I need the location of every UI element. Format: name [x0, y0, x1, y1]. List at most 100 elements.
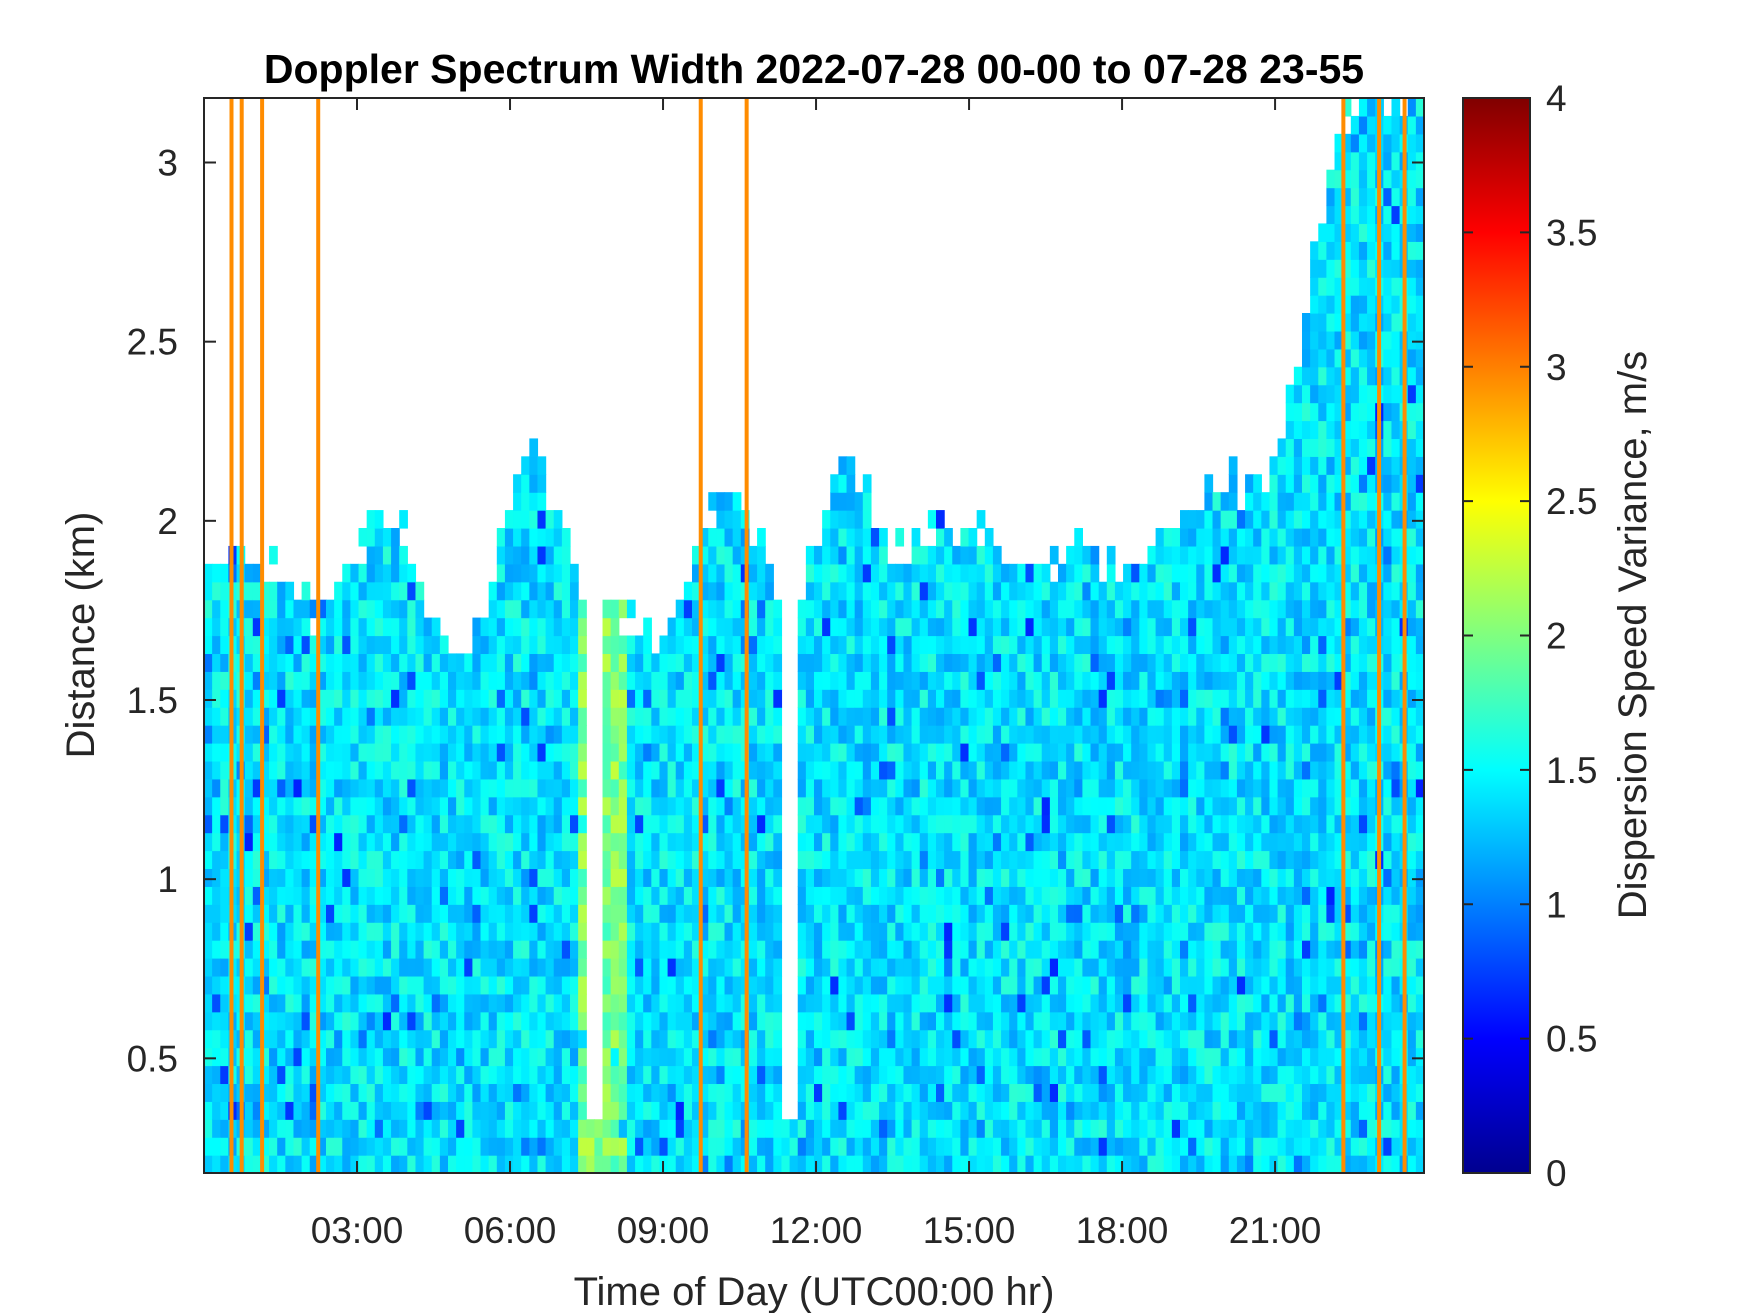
heatmap-cell	[659, 1011, 669, 1031]
heatmap-cell	[724, 563, 734, 583]
heatmap-cell	[1066, 653, 1075, 672]
heatmap-cell	[553, 510, 563, 529]
heatmap-cell	[1310, 295, 1319, 314]
heatmap-cell	[317, 1137, 327, 1156]
heatmap-cell	[285, 940, 295, 959]
heatmap-cell	[708, 743, 717, 762]
heatmap-cell	[936, 563, 945, 583]
heatmap-cell	[1066, 868, 1075, 887]
heatmap-cell	[521, 563, 530, 583]
heatmap-cell	[1236, 528, 1246, 547]
heatmap-cell	[1236, 635, 1246, 655]
heatmap-cell	[1342, 241, 1352, 260]
heatmap-cell	[822, 581, 831, 601]
heatmap-cell	[822, 545, 831, 565]
heatmap-cell	[1204, 922, 1214, 941]
heatmap-cell	[488, 832, 498, 852]
heatmap-cell	[1090, 922, 1100, 941]
heatmap-cell	[1139, 653, 1149, 672]
heatmap-cell	[960, 868, 970, 887]
heatmap-cell	[513, 725, 522, 744]
heatmap-cell	[293, 922, 303, 941]
heatmap-cell	[399, 778, 408, 798]
heatmap-cell	[887, 760, 896, 780]
heatmap-cell	[529, 832, 539, 852]
heatmap-cell	[407, 617, 417, 637]
heatmap-cell	[374, 760, 384, 780]
heatmap-cell	[1098, 635, 1108, 655]
heatmap-cell	[382, 958, 392, 977]
heatmap-cell	[366, 1083, 376, 1102]
heatmap-cell	[1277, 707, 1287, 726]
heatmap-cell	[260, 689, 270, 708]
heatmap-cell	[431, 1155, 441, 1173]
heatmap-cell	[984, 1137, 994, 1156]
heatmap-cell	[1139, 1047, 1149, 1067]
heatmap-cell	[732, 760, 742, 780]
heatmap-cell	[773, 617, 783, 637]
heatmap-cell	[1269, 922, 1279, 941]
heatmap-cell	[976, 725, 986, 744]
heatmap-cell	[1277, 832, 1287, 852]
heatmap-cell	[716, 563, 726, 583]
heatmap-cell	[1147, 958, 1157, 977]
heatmap-cell	[545, 1155, 555, 1173]
heatmap-cell	[1350, 1155, 1360, 1173]
heatmap-cell	[667, 940, 677, 959]
heatmap-cell	[423, 671, 433, 690]
heatmap-cell	[1293, 384, 1303, 404]
heatmap-cell	[895, 958, 905, 977]
heatmap-cell	[529, 1083, 539, 1102]
heatmap-cell	[513, 653, 522, 672]
heatmap-cell	[358, 743, 368, 762]
heatmap-cell	[862, 904, 872, 923]
heatmap-cell	[830, 1047, 839, 1067]
heatmap-cell	[862, 993, 872, 1013]
heatmap-cell	[1293, 850, 1303, 870]
heatmap-cell	[252, 1119, 262, 1138]
heatmap-cell	[204, 635, 213, 655]
heatmap-cell	[220, 1083, 229, 1102]
heatmap-cell	[692, 814, 701, 834]
heatmap-cell	[480, 635, 490, 655]
heatmap-cell	[1009, 1101, 1018, 1120]
heatmap-cell	[838, 1047, 848, 1067]
heatmap-cell	[1350, 223, 1360, 242]
heatmap-cell	[529, 1155, 539, 1173]
heatmap-cell	[456, 1083, 465, 1102]
heatmap-cell	[1310, 330, 1319, 350]
heatmap-cell	[204, 1101, 213, 1120]
heatmap-cell	[879, 868, 888, 887]
heatmap-cell	[244, 1065, 254, 1085]
heatmap-cell	[659, 886, 669, 905]
heatmap-cell	[773, 1029, 783, 1049]
heatmap-cell	[350, 886, 360, 905]
heatmap-cell	[1009, 1137, 1018, 1156]
heatmap-cell	[1147, 1155, 1157, 1173]
heatmap-cell	[578, 850, 587, 870]
heatmap-cell	[374, 814, 384, 834]
heatmap-cell	[464, 689, 473, 708]
heatmap-cell	[952, 617, 961, 637]
heatmap-cell	[415, 993, 425, 1013]
heatmap-cell	[1025, 707, 1035, 726]
heatmap-cell	[1285, 581, 1295, 601]
heatmap-cell	[1001, 886, 1010, 905]
heatmap-cell	[1293, 1065, 1303, 1085]
heatmap-cell	[773, 653, 783, 672]
heatmap-cell	[1293, 1011, 1303, 1031]
heatmap-cell	[1196, 778, 1205, 798]
heatmap-cell	[846, 1065, 856, 1085]
heatmap-cell	[700, 635, 709, 655]
heatmap-cell	[415, 940, 425, 959]
heatmap-cell	[1236, 958, 1246, 977]
heatmap-cell	[1139, 904, 1149, 923]
heatmap-cell	[399, 922, 408, 941]
heatmap-cell	[870, 1119, 880, 1138]
heatmap-cell	[822, 528, 831, 547]
heatmap-cell	[1114, 1119, 1124, 1138]
heatmap-cell	[797, 975, 807, 995]
heatmap-cell	[1123, 689, 1132, 708]
heatmap-cell	[1310, 1029, 1319, 1049]
heatmap-cell	[1114, 1065, 1124, 1085]
